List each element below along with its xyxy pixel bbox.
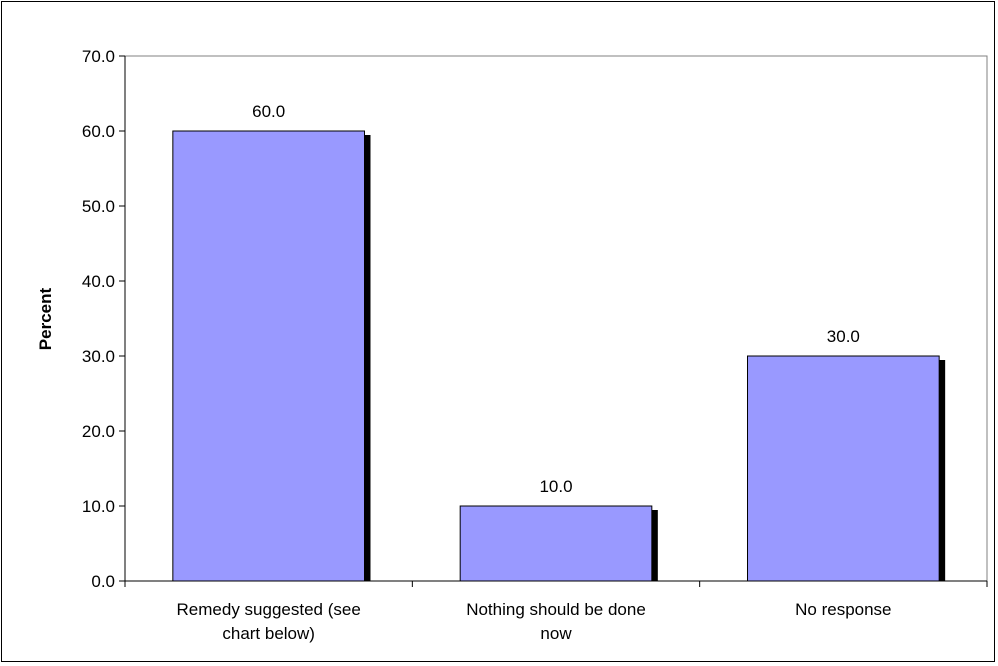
y-tick-label: 0.0 (91, 572, 115, 591)
y-tick-label: 70.0 (82, 47, 115, 66)
bar-value-label: 10.0 (539, 477, 572, 496)
bar (747, 355, 940, 582)
bar-value-label: 60.0 (252, 102, 285, 121)
bar (172, 130, 365, 582)
y-tick-label: 60.0 (82, 122, 115, 141)
bar (459, 505, 653, 582)
x-category-label: No response (795, 600, 891, 619)
y-tick-label: 40.0 (82, 272, 115, 291)
y-tick-label: 50.0 (82, 197, 115, 216)
y-tick-label: 30.0 (82, 347, 115, 366)
x-category-label: Remedy suggested (see chart below) (177, 600, 361, 643)
y-tick-label: 10.0 (82, 497, 115, 516)
x-category-label: Nothing should be done now (466, 600, 646, 643)
bar-value-label: 30.0 (827, 327, 860, 346)
y-tick-label: 20.0 (82, 422, 115, 441)
y-axis-label: Percent (36, 287, 55, 350)
